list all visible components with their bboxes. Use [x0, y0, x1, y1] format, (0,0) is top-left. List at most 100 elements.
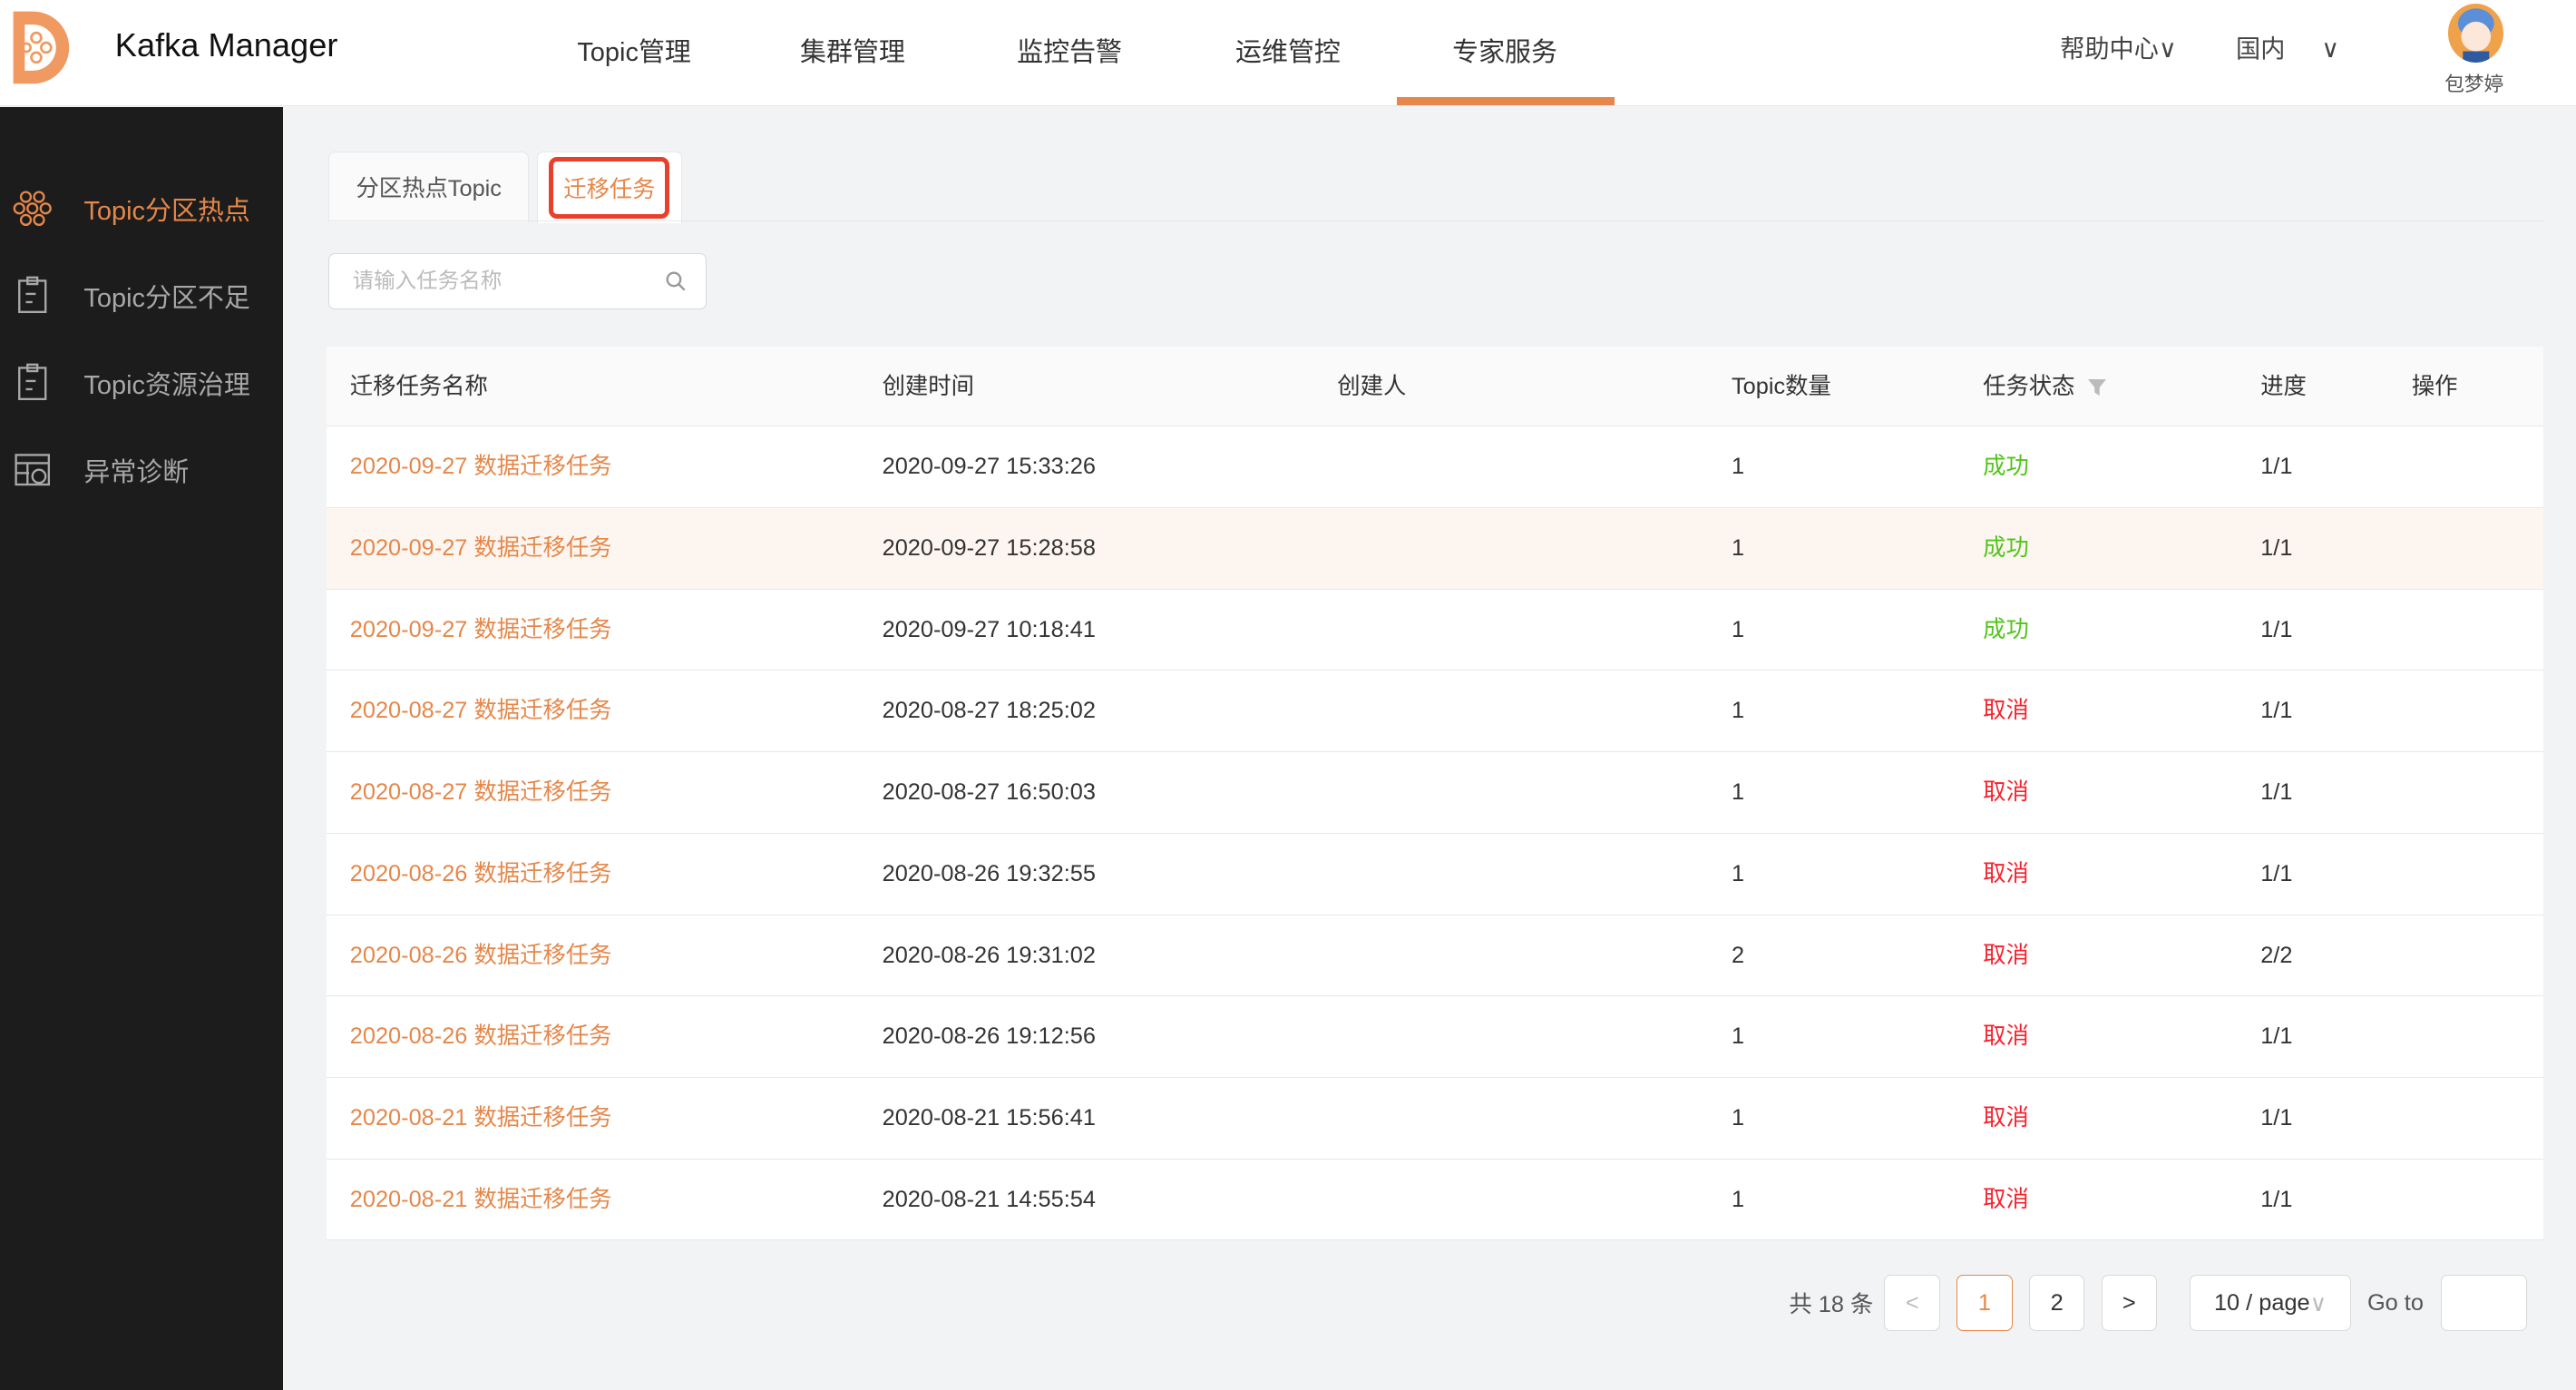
task-name-link[interactable]: 2020-08-21 数据迁移任务 — [349, 1186, 612, 1212]
task-name-link[interactable]: 2020-09-27 数据迁移任务 — [349, 616, 612, 642]
progress: 1/1 — [2260, 698, 2293, 724]
search-input[interactable] — [348, 267, 652, 295]
chevron-down-icon: ∨ — [2309, 1290, 2327, 1317]
help-center-dropdown[interactable]: 帮助中心∨ — [2060, 28, 2177, 64]
task-name-link[interactable]: 2020-08-26 数据迁移任务 — [349, 942, 612, 968]
tab-migration-tasks[interactable]: 迁移任务 — [537, 151, 682, 224]
task-name-link[interactable]: 2020-09-27 数据迁移任务 — [349, 454, 612, 480]
nav-monitoring-alerts[interactable]: 监控告警 — [1017, 38, 1123, 68]
page-size-value: 10 / page — [2213, 1289, 2310, 1316]
created-time: 2020-08-26 19:32:55 — [882, 860, 1096, 886]
help-center-label: 帮助中心 — [2060, 34, 2159, 63]
created-time: 2020-09-27 15:33:26 — [882, 454, 1096, 480]
table-row: 2020-08-26 数据迁移任务 2020-08-26 19:32:55 1 取消 1… — [327, 834, 2543, 915]
task-name-link[interactable]: 2020-08-21 数据迁移任务 — [349, 1104, 612, 1131]
created-time: 2020-08-26 19:31:02 — [882, 942, 1096, 968]
created-time: 2020-09-27 10:18:41 — [882, 616, 1096, 642]
filter-icon[interactable] — [2087, 378, 2106, 396]
honeycomb-icon — [14, 191, 53, 227]
table-row: 2020-08-21 数据迁移任务 2020-08-21 14:55:54 1 取消 1… — [327, 1160, 2543, 1241]
progress: 1/1 — [2260, 1186, 2293, 1212]
progress: 1/1 — [2260, 534, 2293, 561]
sidebar-item-topic-hotspot[interactable]: Topic分区热点 — [0, 176, 283, 241]
next-page-button[interactable]: > — [2101, 1275, 2158, 1332]
nav-topic-management[interactable]: Topic管理 — [577, 38, 691, 68]
region-label: 国内 — [2236, 34, 2286, 63]
table-row: 2020-09-27 数据迁移任务 2020-09-27 15:33:26 1 成功 1… — [327, 426, 2543, 508]
column-header-task-name: 迁移任务名称 — [349, 374, 488, 400]
progress: 1/1 — [2260, 779, 2293, 806]
topic-count: 1 — [1731, 779, 1745, 806]
total-count: 共 18 条 — [1789, 1292, 1874, 1318]
prev-page-button[interactable]: < — [1884, 1275, 1941, 1332]
sidebar-item-topic-partition-insufficient[interactable]: Topic分区不足 — [0, 263, 283, 328]
task-status: 成功 — [1983, 454, 2029, 480]
column-header-created-time: 创建时间 — [882, 374, 974, 400]
task-status: 成功 — [1983, 534, 2029, 561]
region-dropdown[interactable]: 国内 ∨ — [2236, 28, 2339, 64]
created-time: 2020-08-27 18:25:02 — [882, 698, 1096, 724]
clipboard-icon — [18, 363, 47, 401]
nav-active-indicator — [1396, 96, 1615, 105]
task-name-link[interactable]: 2020-09-27 数据迁移任务 — [349, 534, 612, 561]
sidebar-item-topic-resource-governance[interactable]: Topic资源治理 — [0, 350, 283, 416]
nav-expert-service[interactable]: 专家服务 — [1452, 38, 1557, 68]
goto-page-input[interactable] — [2441, 1275, 2527, 1332]
column-header-creator: 创建人 — [1337, 374, 1407, 400]
table-row: 2020-09-27 数据迁移任务 2020-09-27 15:28:58 1 成功 1… — [327, 507, 2543, 590]
topic-count: 1 — [1731, 1104, 1745, 1131]
tab-divider — [328, 220, 2543, 222]
topic-count: 1 — [1731, 616, 1745, 642]
user-name[interactable]: 包梦婷 — [2444, 73, 2504, 96]
tab-label: 迁移任务 — [549, 157, 670, 219]
topic-count: 1 — [1731, 454, 1745, 480]
task-name-link[interactable]: 2020-08-27 数据迁移任务 — [349, 698, 612, 724]
created-time: 2020-08-21 14:55:54 — [882, 1186, 1096, 1212]
search-icon[interactable] — [665, 270, 687, 292]
nav-cluster-management[interactable]: 集群管理 — [800, 38, 905, 68]
chevron-down-icon: ∨ — [2158, 34, 2177, 63]
task-name-link[interactable]: 2020-08-27 数据迁移任务 — [349, 779, 612, 806]
page-size-select[interactable]: 10 / page ∨ — [2190, 1275, 2351, 1332]
task-status: 取消 — [1983, 779, 2029, 806]
progress: 1/1 — [2260, 860, 2293, 886]
column-header-topic-count: Topic数量 — [1731, 374, 1831, 400]
sidebar — [0, 106, 283, 1390]
task-status: 取消 — [1983, 860, 2029, 886]
table-row: 2020-09-27 数据迁移任务 2020-09-27 10:18:41 1 成功 1… — [327, 590, 2543, 671]
task-name-link[interactable]: 2020-08-26 数据迁移任务 — [349, 860, 612, 886]
table-row: 2020-08-26 数据迁移任务 2020-08-26 19:12:56 1 取消 1… — [327, 996, 2543, 1078]
migration-task-table: 迁移任务名称 创建时间 创建人 Topic数量 任务状态 进度 操作 2020-… — [327, 347, 2543, 1241]
chevron-down-icon: ∨ — [2321, 34, 2340, 63]
topic-count: 1 — [1731, 534, 1745, 561]
table-row: 2020-08-27 数据迁移任务 2020-08-27 16:50:03 1 取消 1… — [327, 752, 2543, 834]
task-status: 成功 — [1983, 616, 2029, 642]
task-name-link[interactable]: 2020-08-26 数据迁移任务 — [349, 1023, 612, 1050]
topic-count: 1 — [1731, 860, 1745, 886]
task-status: 取消 — [1983, 1023, 2029, 1050]
sidebar-item-label: Topic资源治理 — [83, 371, 250, 400]
created-time: 2020-08-21 15:56:41 — [882, 1104, 1096, 1131]
task-status: 取消 — [1983, 942, 2029, 968]
page-2-button[interactable]: 2 — [2028, 1275, 2085, 1332]
created-time: 2020-08-27 16:50:03 — [882, 779, 1096, 806]
nav-ops-control[interactable]: 运维管控 — [1235, 38, 1341, 68]
table-row: 2020-08-21 数据迁移任务 2020-08-21 15:56:41 1 取消 1… — [327, 1078, 2543, 1160]
status-label: 任务状态 — [1983, 374, 2075, 400]
created-time: 2020-09-27 15:28:58 — [882, 534, 1096, 561]
tab-partition-hotspot-topic[interactable]: 分区热点Topic — [328, 151, 530, 222]
avatar[interactable] — [2447, 3, 2504, 63]
sidebar-item-anomaly-diagnosis[interactable]: 异常诊断 — [0, 437, 283, 503]
progress: 2/2 — [2260, 942, 2293, 968]
goto-label: Go to — [2366, 1289, 2424, 1316]
progress: 1/1 — [2260, 1023, 2293, 1050]
clipboard-icon — [18, 276, 47, 314]
sidebar-item-label: Topic分区热点 — [83, 197, 250, 227]
page-1-button[interactable]: 1 — [1956, 1275, 2013, 1332]
sidebar-item-label: Topic分区不足 — [83, 284, 250, 313]
task-status: 取消 — [1983, 1186, 2029, 1212]
column-header-status[interactable]: 任务状态 — [1983, 347, 2106, 427]
table-clock-icon — [15, 454, 51, 486]
task-search[interactable] — [328, 252, 707, 309]
progress: 1/1 — [2260, 454, 2293, 480]
